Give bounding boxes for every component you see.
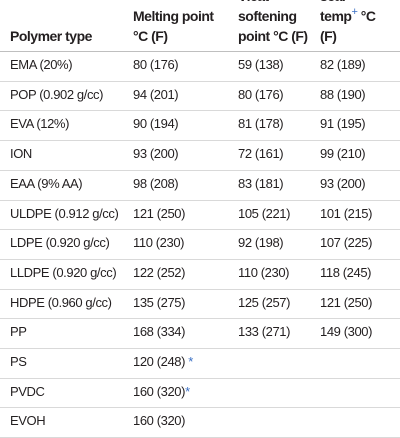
header-text: Vicat <box>238 0 269 4</box>
row-rule <box>0 229 400 231</box>
cell: EVOH <box>10 413 46 429</box>
cell: LDPE (0.920 g/cc) <box>10 235 110 251</box>
cell: 93 (200) <box>133 146 179 162</box>
cell: 118 (245) <box>320 264 372 280</box>
cell: 59 (138) <box>238 57 284 72</box>
header-line: softening <box>238 8 297 24</box>
cell: 94 (201) <box>133 86 179 102</box>
cell: EAA (9% AA) <box>10 175 83 191</box>
cell: 80 (176) <box>238 86 284 102</box>
cell: PVDC <box>10 383 45 399</box>
cell: 81 (178) <box>238 116 284 132</box>
header-line: Melting point <box>133 8 214 24</box>
row-rule <box>0 258 400 260</box>
row-rule <box>0 407 400 409</box>
cell: EMA (20%) <box>10 57 73 72</box>
row-rule <box>0 199 400 201</box>
header-text: (F) <box>320 28 337 44</box>
header-text: °C (F) <box>133 28 168 44</box>
footnote-mark: * <box>185 383 190 399</box>
cell: 83 (181) <box>238 175 284 191</box>
superscript: + <box>351 6 358 18</box>
cell: ION <box>10 146 32 162</box>
header-line: Vicat <box>238 0 269 4</box>
cell: 110 (230) <box>238 264 290 280</box>
header-text: Melting point <box>133 8 214 24</box>
cell: PS <box>10 354 27 369</box>
cell: 149 (300) <box>320 324 373 340</box>
header-rule <box>0 51 400 52</box>
cell: 105 (221) <box>238 205 291 221</box>
cell: 92 (198) <box>238 235 284 251</box>
cell: 98 (208) <box>133 175 179 191</box>
cell: 82 (189) <box>320 57 366 72</box>
cell: LLDPE (0.920 g/cc) <box>10 264 117 280</box>
cell: 90 (194) <box>133 116 179 132</box>
row-rule <box>0 140 400 142</box>
row-rule <box>0 169 400 171</box>
cell: PP <box>10 324 27 340</box>
cell: 80 (176) <box>133 57 179 72</box>
cell: 93 (200) <box>320 175 366 191</box>
header-line: (F) <box>320 28 337 44</box>
cell: 88 (190) <box>320 86 366 102</box>
cell: 160 (320) <box>133 413 186 429</box>
header-text: °C <box>357 8 376 24</box>
cell: 110 (230) <box>133 235 185 251</box>
cell: 99 (210) <box>320 146 366 162</box>
row-rule <box>0 80 400 82</box>
header-text: Polymer type <box>10 28 92 44</box>
cell: HDPE (0.960 g/cc) <box>10 294 112 310</box>
header-text: point °C (F) <box>238 28 308 44</box>
row-rule <box>0 110 400 112</box>
header-line: °C (F) <box>133 28 168 44</box>
header-text: seal <box>320 0 346 4</box>
footnote-mark: * <box>185 354 193 369</box>
cell: 120 (248) * <box>133 354 193 369</box>
header-line: seal <box>320 0 346 4</box>
header-text: softening <box>238 8 297 24</box>
cell: POP (0.902 g/cc) <box>10 86 104 102</box>
cell: 121 (250) <box>133 205 186 221</box>
cell: 122 (252) <box>133 264 186 280</box>
header-line: point °C (F) <box>238 28 308 44</box>
cell: 107 (225) <box>320 235 373 251</box>
cell: 135 (275) <box>133 294 186 310</box>
row-rule <box>0 348 400 349</box>
header-line: Polymer type <box>10 28 92 44</box>
header-text: temp <box>320 8 352 24</box>
cell: ULDPE (0.912 g/cc) <box>10 205 119 221</box>
cell: 121 (250) <box>320 294 373 310</box>
row-rule <box>0 288 400 290</box>
row-rule <box>0 318 400 320</box>
cell: 125 (257) <box>238 294 291 310</box>
cell: 91 (195) <box>320 116 366 132</box>
header-line: temp+ °C <box>320 6 376 24</box>
cell: 72 (161) <box>238 146 284 162</box>
cell: 168 (334) <box>133 324 186 340</box>
cell: 101 (215) <box>320 205 373 221</box>
cell: EVA (12%) <box>10 116 70 132</box>
cell: 133 (271) <box>238 324 291 340</box>
cell: 160 (320)* <box>133 383 190 399</box>
row-rule <box>0 377 400 379</box>
